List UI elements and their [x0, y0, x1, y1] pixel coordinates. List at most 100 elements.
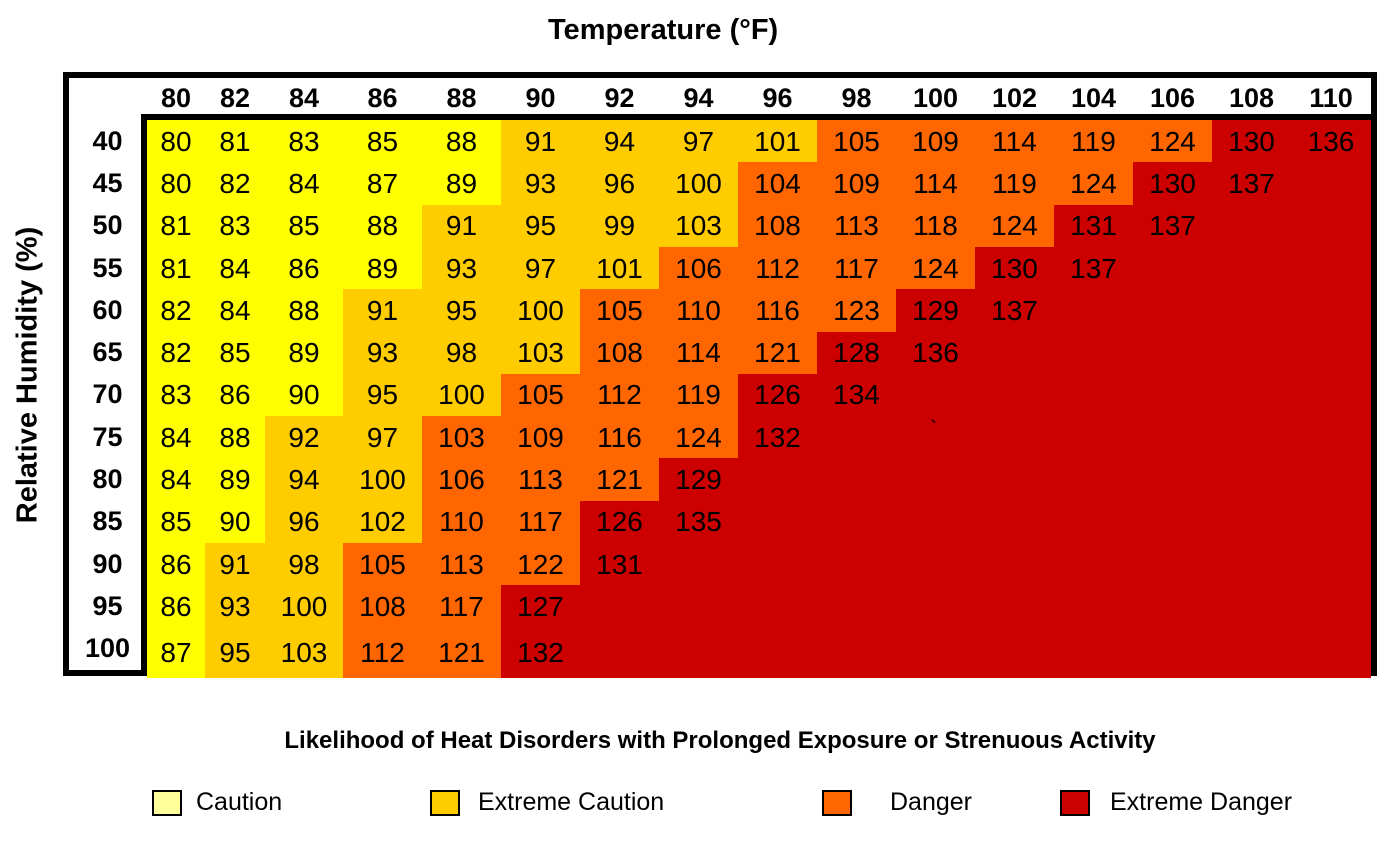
heat-value-label: 127 — [517, 590, 564, 622]
heat-value-label: 100 — [517, 294, 564, 326]
heat-cell: 116 — [738, 289, 817, 333]
heat-value-label: 112 — [597, 379, 642, 411]
heat-value-label: 119 — [1071, 125, 1116, 157]
heat-cell: 101 — [580, 246, 659, 291]
heat-cell — [1291, 627, 1371, 678]
heat-cell — [1133, 289, 1212, 333]
heat-value-label: 82 — [160, 294, 192, 326]
y-tick-label: 50 — [92, 210, 123, 241]
heat-cell — [975, 331, 1054, 375]
heat-cell: 100 — [659, 162, 738, 206]
heat-cell: 97 — [659, 120, 738, 164]
heat-value-label: 129 — [912, 294, 959, 326]
heat-cell — [896, 458, 975, 502]
heat-cell: 117 — [817, 246, 896, 291]
heat-cell: 94 — [580, 120, 659, 164]
heat-value-label: 96 — [603, 167, 636, 199]
heat-cell — [1133, 627, 1212, 678]
y-tick-label: 80 — [92, 464, 123, 495]
heat-cell: 136 — [896, 331, 975, 375]
heat-value-label: 131 — [1070, 210, 1117, 242]
heat-value-label: 84 — [160, 464, 192, 496]
heat-cell: 100 — [501, 289, 580, 333]
heat-value-label: 85 — [160, 506, 192, 538]
legend-danger: Danger — [822, 788, 972, 817]
heat-value-label: 121 — [754, 337, 801, 369]
heat-value-label: 89 — [445, 167, 478, 199]
heat-value-label: 109 — [833, 167, 880, 199]
heat-value-label: 83 — [288, 125, 320, 157]
heat-cell: 83 — [205, 204, 265, 248]
heat-value-label: 83 — [160, 379, 192, 411]
heat-cell: 126 — [580, 500, 659, 544]
heat-cell: 90 — [205, 500, 265, 544]
heat-cell — [1291, 246, 1371, 291]
heat-cell: 119 — [975, 162, 1054, 206]
heat-cell — [975, 416, 1054, 460]
heat-cell: 86 — [147, 585, 205, 629]
heat-cell: 80 — [147, 162, 205, 206]
heat-cell: 118 — [896, 204, 975, 248]
heat-value-label: 110 — [439, 506, 484, 538]
heat-cell: 114 — [896, 162, 975, 206]
heat-value-label: 97 — [682, 125, 715, 157]
heat-cell: 124 — [1054, 162, 1133, 206]
heat-cell — [975, 373, 1054, 418]
heat-cell: 95 — [501, 204, 580, 248]
heat-value-label: 100 — [359, 464, 406, 496]
heat-value-label: 105 — [596, 294, 643, 326]
heat-cell: 85 — [205, 331, 265, 375]
heat-cell: 137 — [1054, 246, 1133, 291]
heat-cell: 106 — [422, 458, 501, 502]
heat-cell: 114 — [659, 331, 738, 375]
heat-cell: 84 — [147, 458, 205, 502]
heat-cell — [1212, 331, 1291, 375]
heat-cell: 98 — [422, 331, 501, 375]
heat-value-label: 106 — [675, 252, 722, 284]
heat-value-label: 114 — [992, 125, 1037, 157]
heat-cell: 102 — [343, 500, 422, 544]
heat-value-label: 84 — [288, 167, 320, 199]
heat-value-label: 95 — [219, 636, 251, 668]
heat-cell: 124 — [896, 246, 975, 291]
heat-cell — [817, 458, 896, 502]
heat-cell: 91 — [205, 543, 265, 587]
heat-cell — [738, 627, 817, 678]
heat-cell — [817, 627, 896, 678]
heat-cell — [1054, 289, 1133, 333]
heat-cell: 124 — [659, 416, 738, 460]
y-tick-label: 45 — [92, 167, 123, 198]
heat-cell: 90 — [265, 373, 343, 418]
y-tick-label: 65 — [92, 337, 123, 368]
heat-cell: 108 — [343, 585, 422, 629]
heat-value-label: 119 — [676, 379, 721, 411]
heat-cell — [1291, 585, 1371, 629]
heat-cell: 105 — [580, 289, 659, 333]
heat-cell — [1212, 204, 1291, 248]
heat-value-label: 100 — [280, 590, 328, 622]
heat-value-label: 92 — [288, 421, 320, 453]
heat-cell: 126 — [738, 373, 817, 418]
x-axis-title: Temperature (°F) — [548, 14, 779, 46]
heat-cell: 131 — [1054, 204, 1133, 248]
heat-cell — [1133, 500, 1212, 544]
legend-extreme-danger: Extreme Danger — [1060, 788, 1292, 817]
heat-cell: 99 — [580, 204, 659, 248]
heat-cell — [659, 585, 738, 629]
heat-cell: 127 — [501, 585, 580, 629]
heat-value-label: 90 — [219, 506, 251, 538]
heat-cell: 85 — [147, 500, 205, 544]
x-tick-label: 106 — [1149, 82, 1196, 113]
heat-cell: 85 — [343, 120, 422, 164]
heat-cell: 113 — [817, 204, 896, 248]
heat-cell: 97 — [343, 416, 422, 460]
heat-value-label: 103 — [438, 421, 485, 453]
heat-cell: 103 — [265, 627, 343, 678]
heat-cell — [817, 543, 896, 587]
heat-cell: 129 — [896, 289, 975, 333]
heat-value-label: 87 — [160, 636, 192, 668]
x-tick-label: 94 — [683, 82, 714, 113]
heat-value-label: 129 — [675, 464, 722, 496]
heat-value-label: 117 — [834, 252, 879, 284]
heat-value-label: 91 — [445, 210, 478, 242]
